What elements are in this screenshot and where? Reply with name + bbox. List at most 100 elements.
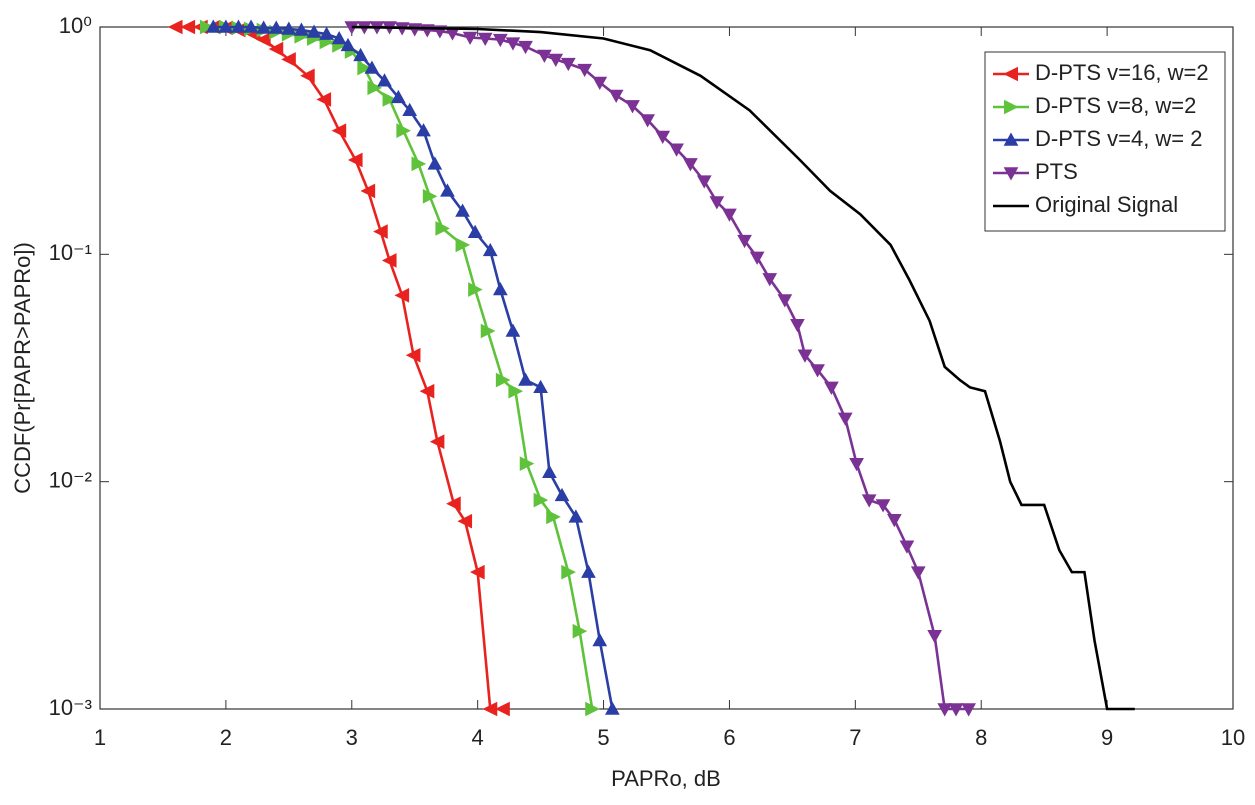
marker bbox=[218, 19, 234, 33]
x-tick-label: 9 bbox=[1101, 725, 1113, 750]
marker bbox=[696, 175, 712, 189]
legend-marker bbox=[1004, 99, 1019, 115]
marker bbox=[256, 32, 271, 47]
marker bbox=[256, 20, 272, 34]
legend-label: D-PTS v=16, w=2 bbox=[1035, 60, 1209, 85]
marker bbox=[416, 123, 431, 137]
marker bbox=[462, 31, 478, 45]
marker bbox=[268, 41, 284, 57]
marker bbox=[887, 514, 902, 528]
legend-marker bbox=[1003, 66, 1018, 82]
marker bbox=[669, 143, 684, 157]
marker bbox=[435, 221, 451, 236]
marker bbox=[470, 564, 485, 580]
marker bbox=[243, 19, 259, 33]
marker bbox=[394, 288, 410, 303]
marker bbox=[316, 92, 332, 107]
marker bbox=[300, 68, 315, 84]
marker bbox=[455, 237, 471, 253]
marker bbox=[722, 208, 737, 222]
y-tick-label: 10⁻³ bbox=[49, 695, 92, 720]
marker bbox=[762, 273, 778, 287]
marker bbox=[268, 20, 284, 34]
marker bbox=[749, 251, 765, 265]
marker bbox=[568, 509, 584, 523]
marker bbox=[405, 347, 421, 363]
marker bbox=[231, 19, 246, 33]
marker bbox=[331, 30, 347, 45]
marker bbox=[961, 703, 976, 717]
marker bbox=[790, 319, 805, 333]
marker bbox=[306, 24, 322, 38]
marker bbox=[655, 130, 671, 144]
marker bbox=[457, 513, 473, 529]
x-axis-label: PAPRo, dB bbox=[611, 766, 721, 791]
marker bbox=[353, 47, 368, 62]
y-tick-label: 10⁰ bbox=[59, 13, 92, 38]
marker bbox=[592, 633, 608, 647]
marker bbox=[467, 224, 483, 239]
marker bbox=[824, 381, 839, 395]
marker bbox=[402, 102, 418, 117]
marker bbox=[561, 564, 576, 580]
x-tick-label: 4 bbox=[472, 725, 484, 750]
marker bbox=[797, 349, 813, 363]
marker bbox=[377, 73, 392, 87]
marker bbox=[777, 294, 793, 308]
marker bbox=[281, 21, 297, 35]
x-tick-label: 2 bbox=[220, 725, 232, 750]
x-tick-label: 7 bbox=[849, 725, 861, 750]
marker bbox=[542, 464, 557, 478]
marker bbox=[737, 234, 752, 249]
series-line bbox=[351, 25, 1135, 711]
marker bbox=[585, 701, 600, 717]
legend-marker bbox=[1003, 132, 1019, 146]
marker bbox=[861, 494, 877, 508]
marker bbox=[373, 224, 388, 239]
marker bbox=[367, 80, 383, 96]
marker bbox=[849, 457, 864, 472]
marker bbox=[347, 152, 363, 168]
marker bbox=[411, 156, 427, 172]
marker bbox=[382, 92, 398, 107]
marker bbox=[200, 19, 215, 35]
marker bbox=[910, 566, 926, 580]
marker bbox=[508, 383, 524, 399]
marker bbox=[518, 372, 533, 386]
x-tick-label: 5 bbox=[597, 725, 609, 750]
marker bbox=[391, 89, 406, 104]
y-tick-label: 10⁻² bbox=[49, 467, 92, 492]
marker bbox=[605, 701, 620, 715]
marker bbox=[331, 123, 347, 138]
marker bbox=[546, 509, 561, 525]
marker bbox=[468, 282, 483, 297]
marker bbox=[396, 123, 412, 138]
marker bbox=[899, 540, 915, 554]
marker bbox=[554, 487, 570, 502]
marker bbox=[625, 100, 640, 114]
marker bbox=[422, 188, 438, 204]
marker bbox=[381, 253, 397, 268]
marker bbox=[572, 623, 588, 639]
marker bbox=[495, 372, 511, 388]
legend-label: D-PTS v=4, w= 2 bbox=[1035, 126, 1203, 151]
marker bbox=[505, 37, 521, 51]
legend-box bbox=[984, 51, 1226, 232]
marker bbox=[482, 242, 498, 257]
marker bbox=[608, 89, 624, 103]
marker bbox=[477, 32, 493, 47]
marker bbox=[518, 40, 533, 55]
marker bbox=[505, 323, 521, 337]
marker bbox=[429, 434, 445, 449]
marker bbox=[537, 49, 552, 63]
marker bbox=[340, 37, 356, 52]
marker bbox=[560, 57, 576, 72]
marker bbox=[927, 630, 942, 644]
marker bbox=[581, 564, 596, 578]
marker bbox=[205, 19, 221, 33]
marker bbox=[548, 53, 564, 67]
marker bbox=[319, 26, 334, 40]
marker bbox=[480, 323, 496, 339]
